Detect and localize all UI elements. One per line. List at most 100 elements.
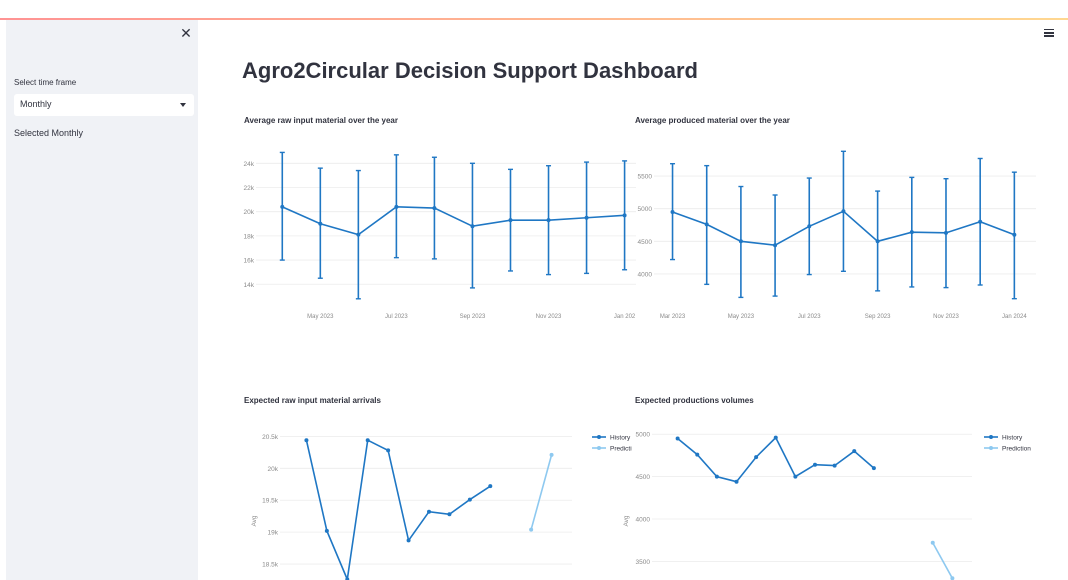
data-point (871, 466, 876, 471)
legend-marker (597, 435, 601, 439)
y-tick-label: 22k (244, 185, 255, 192)
selected-timeframe-text: Selected Monthly (14, 128, 84, 138)
data-point (386, 448, 391, 453)
data-point (793, 474, 798, 479)
series-line (305, 439, 491, 580)
data-point (773, 243, 778, 248)
chart-title-produced-avg: Average produced material over the year (635, 116, 790, 125)
data-point (852, 449, 857, 454)
x-tick-label: Jul 2023 (798, 314, 821, 320)
y-tick-label: 19k (268, 530, 279, 537)
sidebar: ✕ Select time frame Monthly Selected Mon… (6, 20, 198, 580)
data-point (529, 527, 534, 532)
x-tick-label: May 2023 (728, 314, 755, 320)
data-point (304, 438, 309, 443)
data-point (549, 452, 554, 457)
data-point (734, 479, 739, 484)
y-tick-label: 20k (268, 466, 279, 473)
legend-label: History (1002, 435, 1023, 442)
y-axis-label: Avg (251, 515, 258, 526)
y-tick-label: 18k (244, 233, 255, 240)
y-tick-label: 5500 (638, 174, 653, 181)
data-point (738, 239, 743, 244)
data-point (807, 224, 812, 229)
data-point (832, 463, 837, 468)
data-point (318, 221, 323, 226)
x-tick-label: Sep 2023 (865, 314, 891, 320)
legend-label: Predicti (610, 446, 632, 453)
y-tick-label: 19.5k (262, 498, 279, 505)
data-point (345, 577, 350, 580)
y-tick-label: 14k (244, 282, 255, 289)
y-tick-label: 4500 (638, 239, 653, 246)
series-line (677, 436, 875, 483)
data-point (1012, 232, 1017, 237)
data-point (773, 435, 778, 440)
y-tick-label: 16k (244, 258, 255, 265)
chart-produced-avg: 4000 4500 5000 5500 Mar 2023 May 2023 Jul 2023… (638, 150, 1036, 320)
data-point (427, 509, 431, 514)
page-title: Agro2Circular Decision Support Dashboard (242, 58, 698, 83)
data-point (365, 438, 370, 443)
y-tick-label: 18.5k (262, 562, 279, 569)
data-point (584, 215, 589, 220)
data-point (508, 218, 513, 223)
legend-marker (597, 446, 601, 450)
data-point (695, 452, 700, 457)
top-decoration-bar (0, 18, 1068, 20)
close-icon[interactable]: ✕ (180, 26, 192, 42)
y-tick-label: 24k (244, 161, 255, 168)
chart-title-raw-input-avg: Average raw input material over the year (244, 116, 398, 125)
timeframe-select-value: Monthly (20, 99, 52, 109)
series-line (530, 454, 553, 530)
data-point (394, 204, 399, 209)
x-tick-label: Mar 2023 (660, 314, 686, 320)
x-tick-label: Jul 2023 (385, 314, 408, 320)
x-tick-label: May 2023 (307, 314, 334, 320)
chart-title-raw-input-expected: Expected raw input material arrivals (244, 396, 381, 405)
data-point (546, 218, 551, 223)
y-tick-label: 4000 (636, 516, 651, 523)
data-point (950, 576, 955, 580)
series-line (281, 206, 625, 236)
data-point (406, 538, 411, 543)
x-tick-label: Jan 202 (614, 314, 636, 320)
x-tick-label: Nov 2023 (933, 314, 959, 320)
data-point (280, 204, 285, 209)
chart-title-production-expected: Expected productions volumes (635, 396, 754, 405)
data-point (930, 540, 935, 545)
y-tick-label: 3500 (636, 559, 651, 566)
legend-label: Prediction (1002, 446, 1031, 453)
data-point (467, 497, 472, 502)
data-point (470, 224, 475, 229)
legend-marker (989, 446, 993, 450)
data-point (675, 436, 680, 441)
y-tick-label: 5000 (636, 432, 651, 439)
data-point (754, 455, 759, 460)
data-point (356, 232, 361, 237)
x-tick-label: Jan 2024 (1002, 314, 1027, 320)
data-point (488, 484, 493, 489)
timeframe-select[interactable]: Monthly (14, 94, 194, 116)
data-point (447, 512, 452, 517)
data-point (943, 230, 948, 235)
data-point (978, 219, 983, 224)
y-tick-label: 5000 (638, 206, 653, 213)
y-axis-label: Avg (623, 515, 630, 526)
y-tick-label: 4000 (638, 271, 653, 278)
data-point (813, 462, 817, 467)
series-line (932, 542, 954, 579)
data-point (670, 209, 675, 214)
timeframe-label: Select time frame (14, 78, 77, 87)
legend-label: History (610, 435, 631, 442)
x-tick-label: Nov 2023 (536, 314, 562, 320)
legend-marker (989, 435, 993, 439)
chart-raw-input-expected: 18.5k 19k 19.5k 20k 20.5k Avg History Predicti (251, 434, 632, 580)
y-tick-label: 20k (244, 209, 255, 216)
hamburger-menu-icon[interactable] (1044, 29, 1054, 37)
x-tick-label: Sep 2023 (460, 314, 486, 320)
chart-production-expected: 3500 4000 4500 5000 Avg History Prediction (623, 432, 1031, 580)
data-point (432, 206, 437, 211)
y-tick-label: 20.5k (262, 434, 279, 441)
